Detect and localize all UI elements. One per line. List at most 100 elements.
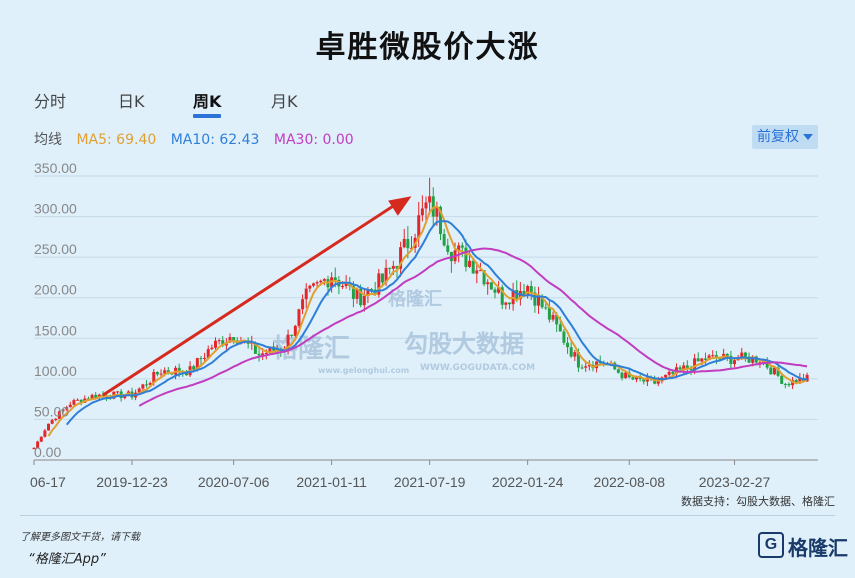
candle-body — [537, 296, 541, 306]
candle-body — [115, 391, 119, 393]
candle-body — [500, 287, 504, 305]
candle-body — [464, 247, 468, 267]
candle-body — [653, 378, 657, 384]
period-tabs: 分时 日K 周K 月K — [0, 84, 855, 124]
candle-body — [667, 371, 671, 375]
candle-body — [257, 353, 261, 356]
candle-body — [431, 196, 435, 217]
candle-body — [751, 356, 755, 363]
candle-body — [141, 384, 145, 389]
y-tick-label: 0.00 — [34, 444, 61, 460]
candle-body — [718, 358, 722, 360]
candle-body — [526, 286, 530, 296]
candle-body — [576, 352, 580, 368]
candle-body — [315, 282, 319, 284]
candle-body — [417, 215, 421, 238]
candle-body — [758, 362, 762, 364]
ma10-line — [65, 220, 808, 426]
ma5-legend: MA5: 69.40 — [76, 132, 157, 148]
candle-body — [366, 289, 370, 296]
chart-title: 卓胜微股价大涨 — [315, 30, 540, 65]
candle-body — [678, 367, 682, 370]
candle-body — [355, 288, 359, 299]
candle-body — [155, 371, 159, 375]
price-adjust-dropdown[interactable]: 前复权 — [752, 125, 818, 149]
candle-body — [587, 364, 591, 367]
candle-body — [420, 208, 424, 216]
candle-body — [475, 270, 479, 274]
candle-body — [293, 325, 297, 336]
candle-body — [460, 245, 464, 248]
candle-body — [61, 409, 65, 412]
candle-body — [682, 365, 686, 370]
candle-body — [221, 340, 225, 346]
moving-average-lines — [47, 204, 808, 437]
candle-body — [573, 352, 577, 357]
candle-body — [137, 388, 141, 393]
y-tick-label: 300.00 — [34, 201, 77, 217]
ma-legend: 均线 MA5: 69.40 MA10: 62.43 MA30: 0.00 — [34, 129, 364, 149]
tab-intraday[interactable]: 分时 — [34, 92, 67, 111]
tab-daily-k[interactable]: 日K — [118, 92, 145, 111]
candle-body — [380, 273, 384, 283]
x-tick-label: 2023-02-27 — [699, 474, 771, 490]
candle-body — [297, 309, 301, 326]
candle-body — [700, 358, 704, 362]
candle-body — [268, 346, 272, 353]
watermark-text: 勾股大数据 — [404, 330, 524, 358]
tab-monthly-k[interactable]: 月K — [271, 92, 298, 111]
candle-body — [391, 265, 395, 269]
candle-body — [333, 277, 337, 280]
watermark-text: www.gelonghui.com — [318, 366, 409, 375]
candle-body — [769, 367, 773, 375]
x-tick-label: 2022-08-08 — [593, 474, 665, 490]
tab-weekly-k[interactable]: 周K — [193, 92, 222, 111]
candle-body — [192, 366, 196, 370]
candle-body — [689, 367, 693, 371]
watermark-text: WWW.GOGUDATA.COM — [420, 363, 535, 373]
ma30-legend: MA30: 0.00 — [273, 132, 354, 148]
y-tick-label: 350.00 — [34, 160, 77, 176]
candle-body — [776, 367, 780, 376]
candle-body — [624, 372, 628, 379]
trend-arrow — [102, 196, 412, 397]
candle-body — [631, 377, 635, 380]
candle-body — [780, 375, 784, 384]
download-hint: 了解更多图文干货，请下载 — [20, 532, 140, 543]
candle-body — [402, 238, 406, 248]
candle-body — [72, 400, 76, 405]
candle-body — [446, 245, 450, 252]
candle-body — [798, 377, 802, 384]
x-tick-label: 06-17 — [30, 474, 66, 490]
candle-body — [635, 376, 639, 380]
candle-body — [166, 370, 170, 373]
candle-body — [57, 411, 61, 419]
candle-body — [213, 340, 217, 348]
price-adjust-label: 前复权 — [757, 129, 799, 145]
candle-body — [311, 283, 315, 286]
candle-body — [232, 336, 236, 341]
candle-body — [395, 265, 399, 269]
candle-body — [308, 285, 312, 289]
candle-body — [261, 353, 265, 356]
candle-body — [359, 288, 363, 306]
candle-body — [94, 394, 98, 398]
candle-body — [253, 342, 257, 354]
x-tick-label: 2021-07-19 — [394, 474, 466, 490]
candle-body — [76, 399, 80, 401]
candle-body — [319, 280, 323, 283]
arrow-shaft — [102, 202, 399, 397]
y-tick-label: 50.00 — [34, 403, 69, 419]
chart-grid — [34, 175, 818, 461]
candle-body — [478, 270, 482, 272]
candle-body — [370, 289, 374, 291]
candle-body — [529, 286, 533, 293]
candle-body — [551, 314, 555, 320]
candle-body — [805, 374, 809, 382]
y-axis: 0.00 50.00 100.00 150.00 200.00 250.00 300.00 3… — [34, 160, 77, 460]
candle-body — [159, 373, 163, 375]
x-tick-label: 2022-01-24 — [492, 474, 564, 490]
candle-body — [322, 279, 326, 281]
